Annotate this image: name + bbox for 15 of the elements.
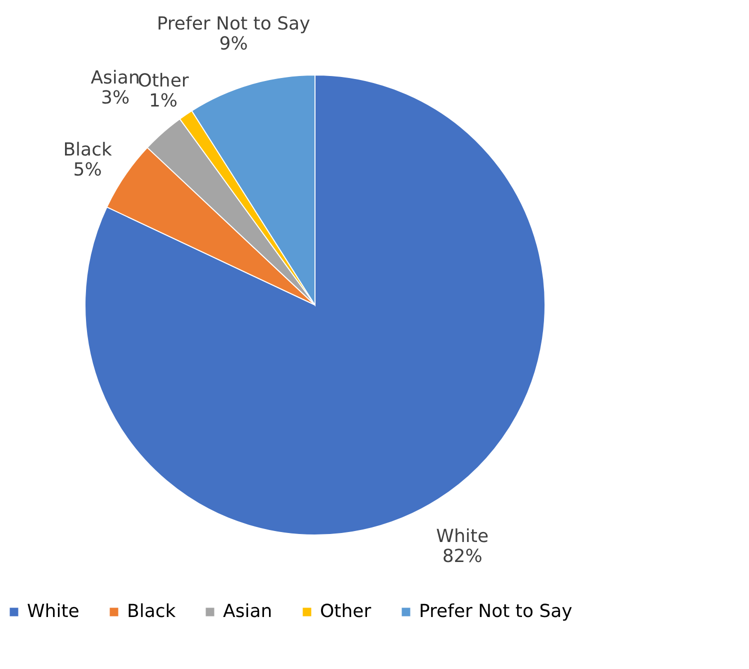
data-label: 5% xyxy=(73,159,102,180)
data-label: 82% xyxy=(442,546,482,568)
legend-label: Other xyxy=(320,601,372,622)
legend-label: White xyxy=(27,601,80,622)
slice-label: White xyxy=(436,526,489,548)
slice-label: Prefer Not to Say xyxy=(156,14,311,35)
data-label: 3% xyxy=(101,87,130,108)
data-label: 9% xyxy=(219,34,248,55)
legend-label: Asian xyxy=(223,601,272,622)
slice-label: Other xyxy=(138,70,190,92)
legend-label: Prefer Not to Say xyxy=(419,601,573,622)
slice-label: Black xyxy=(63,139,112,160)
legend-label: Black xyxy=(127,601,176,622)
data-label: 1% xyxy=(148,90,178,112)
slice-label: Asian xyxy=(90,67,140,88)
